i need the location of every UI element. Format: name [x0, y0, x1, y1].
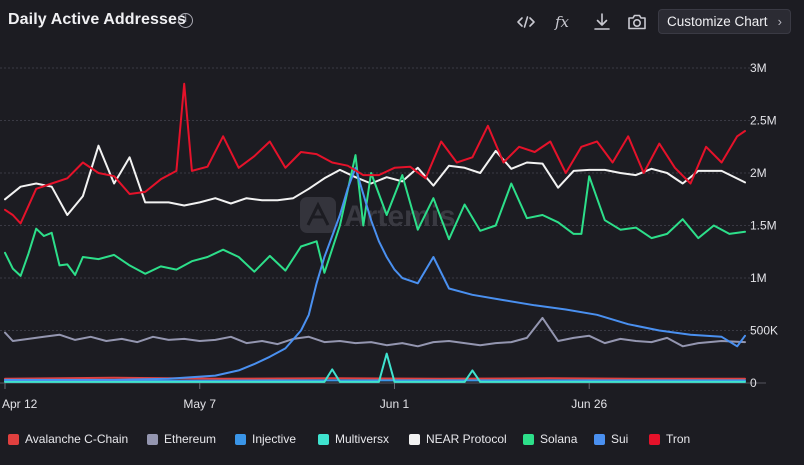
download-icon[interactable]	[590, 10, 614, 34]
legend-label: Ethereum	[164, 432, 217, 446]
legend-swatch	[318, 434, 329, 445]
series-line-sui[interactable]	[4, 166, 746, 381]
y-axis: 0 500K 1M 1.5M 2M 2.5M 3M	[750, 61, 778, 390]
y-tick-label: 1.5M	[750, 219, 777, 233]
legend-label: Injective	[252, 432, 297, 446]
legend-label: Avalanche C-Chain	[25, 432, 129, 446]
legend-label: Tron	[666, 432, 691, 446]
x-tick-label: Apr 12	[2, 397, 38, 411]
code-icon[interactable]	[514, 10, 538, 34]
customize-chart-button[interactable]: Customize Chart ›	[658, 9, 791, 34]
y-tick-label: 500K	[750, 324, 778, 338]
y-tick-label: 0	[750, 376, 757, 390]
x-tick-label: May 7	[183, 397, 216, 411]
x-axis: Apr 12 May 7 Jun 1 Jun 26	[2, 383, 608, 411]
x-tick-label: Jun 26	[571, 397, 607, 411]
y-tick-label: 3M	[750, 61, 767, 75]
legend-swatch	[147, 434, 158, 445]
x-tick-label: Jun 1	[380, 397, 410, 411]
series	[4, 82, 746, 383]
legend-label: NEAR Protocol	[426, 432, 507, 446]
legend-swatch	[8, 434, 19, 445]
y-tick-label: 1M	[750, 271, 767, 285]
legend-label: Multiversx	[335, 432, 390, 446]
series-line-multiversx[interactable]	[4, 352, 746, 383]
y-tick-label: 2M	[750, 166, 767, 180]
chevron-right-icon: ›	[777, 14, 782, 29]
customize-chart-label: Customize Chart	[667, 14, 768, 29]
legend-swatch	[409, 434, 420, 445]
legend-swatch	[523, 434, 534, 445]
legend-swatch	[235, 434, 246, 445]
legend-swatch	[594, 434, 605, 445]
chart-title: Daily Active Addresses	[8, 11, 186, 28]
series-line-near-protocol[interactable]	[4, 144, 746, 216]
series-line-ethereum[interactable]	[4, 316, 746, 348]
chart-header: Daily Active Addresses i fx Customize Ch…	[0, 0, 804, 44]
series-line-avalanche-c-chain[interactable]	[4, 376, 746, 380]
grid	[0, 67, 766, 384]
formula-icon[interactable]: fx	[551, 10, 575, 34]
svg-text:fx: fx	[554, 13, 570, 31]
series-line-tron[interactable]	[4, 82, 746, 225]
camera-icon[interactable]	[625, 10, 649, 34]
info-icon[interactable]: i	[178, 13, 193, 28]
y-tick-label: 2.5M	[750, 114, 777, 128]
legend-label: Solana	[540, 432, 578, 446]
legend-label: Sui	[611, 432, 629, 446]
legend-swatch	[649, 434, 660, 445]
